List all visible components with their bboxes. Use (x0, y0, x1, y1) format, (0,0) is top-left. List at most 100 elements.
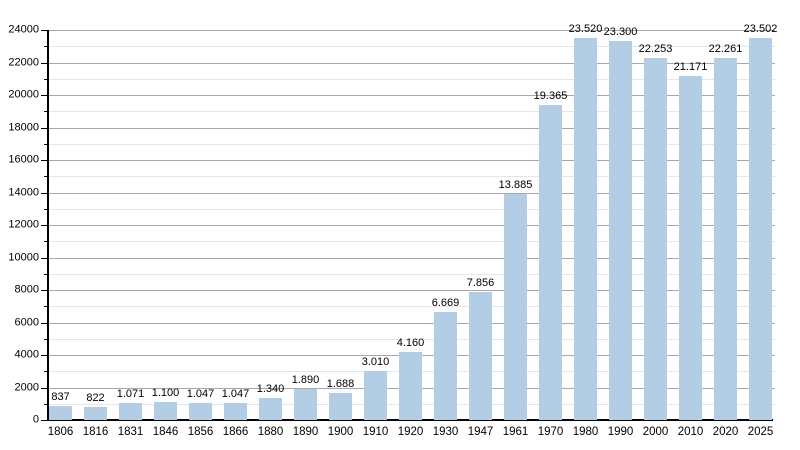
x-axis-tick-label: 1947 (467, 426, 494, 438)
y-axis-tick-label: 24000 (8, 23, 39, 36)
y-axis-major-tick (41, 290, 48, 291)
y-axis-minor-tick (44, 46, 48, 48)
y-axis-tick-label: 16000 (8, 153, 39, 166)
x-axis-tick-label: 1980 (572, 426, 599, 438)
x-axis-line (47, 419, 773, 421)
gridline-major (48, 192, 775, 194)
y-axis-minor-tick (44, 208, 48, 210)
bar (119, 402, 142, 420)
bar (84, 406, 107, 420)
bar-value-label: 19.365 (533, 90, 568, 103)
x-axis-tick-label: 1890 (292, 426, 319, 438)
x-axis-tick-label: 1816 (82, 426, 109, 438)
y-axis-major-tick (41, 355, 48, 356)
bar (399, 352, 422, 420)
gridline-major (48, 257, 775, 259)
x-axis-tick-label: 1866 (222, 426, 249, 438)
x-axis-tick-label: 1856 (187, 426, 214, 438)
bar-value-label: 23.520 (568, 22, 603, 35)
x-axis-tick-label: 1846 (152, 426, 179, 438)
x-axis-tick-label: 1920 (397, 426, 424, 438)
bar (574, 37, 597, 420)
gridline-major (48, 160, 775, 161)
bar-value-label: 23.502 (743, 23, 778, 36)
y-axis-major-tick (41, 160, 48, 161)
bar (329, 392, 352, 420)
y-axis-tick-label: 0 (32, 413, 39, 426)
gridline-minor (48, 208, 775, 210)
x-axis-tick-label: 1970 (537, 426, 564, 438)
gridline-major (48, 30, 775, 31)
x-axis-tick-label: 2020 (712, 426, 739, 438)
y-axis-line (47, 30, 49, 420)
bar-value-label: 837 (51, 391, 70, 404)
y-axis-major-tick (41, 95, 48, 96)
bar (749, 38, 772, 420)
y-axis-tick-label: 20000 (8, 88, 39, 101)
y-axis-minor-tick (44, 273, 48, 275)
bar (224, 402, 247, 420)
y-axis-major-tick (41, 30, 48, 31)
bar (434, 311, 457, 420)
y-axis-tick-label: 18000 (8, 121, 39, 133)
x-axis-tick-label: 1900 (327, 426, 354, 438)
x-axis-tick-label: 2025 (747, 426, 774, 438)
x-axis-tick-label: 1961 (502, 426, 529, 438)
gridline-minor (48, 111, 775, 113)
bar (469, 292, 492, 420)
x-axis-tick-label: 2000 (642, 426, 669, 438)
bar (714, 58, 737, 420)
y-axis-tick-label: 4000 (14, 348, 39, 361)
gridline-minor (48, 176, 775, 178)
y-axis-minor-tick (44, 78, 48, 80)
bar (539, 105, 562, 420)
y-axis-major-tick (41, 257, 48, 259)
bar-value-label: 7.856 (466, 277, 495, 290)
bar-value-label: 13.885 (498, 179, 533, 192)
bar-value-label: 22.261 (708, 43, 743, 56)
y-axis-tick-label: 22000 (8, 56, 39, 68)
bar-value-label: 1.688 (326, 377, 355, 390)
bar-value-label: 4.160 (396, 337, 425, 350)
bar-value-label: 21.171 (673, 60, 708, 73)
y-axis-minor-tick (44, 403, 48, 405)
gridline-minor (48, 46, 775, 48)
gridline-major (48, 322, 775, 324)
bar (364, 371, 387, 420)
gridline-minor (48, 306, 775, 308)
gridline-major (48, 127, 775, 129)
bar (609, 41, 632, 420)
y-axis-minor-tick (44, 176, 48, 178)
x-axis-tick-label: 1990 (607, 426, 634, 438)
x-axis-tick-label: 1880 (257, 426, 284, 438)
bar-value-label: 1.100 (151, 387, 180, 400)
y-axis-tick-label: 10000 (8, 251, 39, 263)
y-axis-tick-label: 14000 (8, 186, 39, 198)
x-axis-tick-label: 1806 (47, 426, 74, 438)
bar-value-label: 1.047 (221, 387, 250, 400)
bar (154, 402, 177, 420)
bar-value-label: 1.340 (256, 383, 285, 396)
x-axis-tick-label: 2010 (677, 426, 704, 438)
y-axis-major-tick (41, 127, 48, 129)
y-axis-major-tick (41, 192, 48, 194)
y-axis-major-tick (41, 225, 48, 226)
y-axis-major-tick (41, 387, 48, 389)
bar-value-label: 1.047 (186, 387, 215, 400)
y-axis-tick-label: 6000 (14, 316, 39, 328)
y-axis-minor-tick (44, 306, 48, 308)
gridline-minor (48, 338, 775, 340)
bar-value-label: 3.010 (361, 356, 390, 369)
bar-value-label: 822 (86, 391, 105, 404)
y-axis-minor-tick (44, 111, 48, 113)
x-axis-tick-label: 1910 (362, 426, 389, 438)
x-axis-tick-label: 1930 (432, 426, 459, 438)
bar-value-label: 23.300 (603, 26, 638, 39)
y-axis-minor-tick (44, 143, 48, 145)
y-axis-minor-tick (44, 371, 48, 373)
bar (679, 75, 702, 420)
y-axis-tick-label: 8000 (14, 283, 39, 296)
gridline-major (48, 290, 775, 291)
y-axis-minor-tick (44, 338, 48, 340)
